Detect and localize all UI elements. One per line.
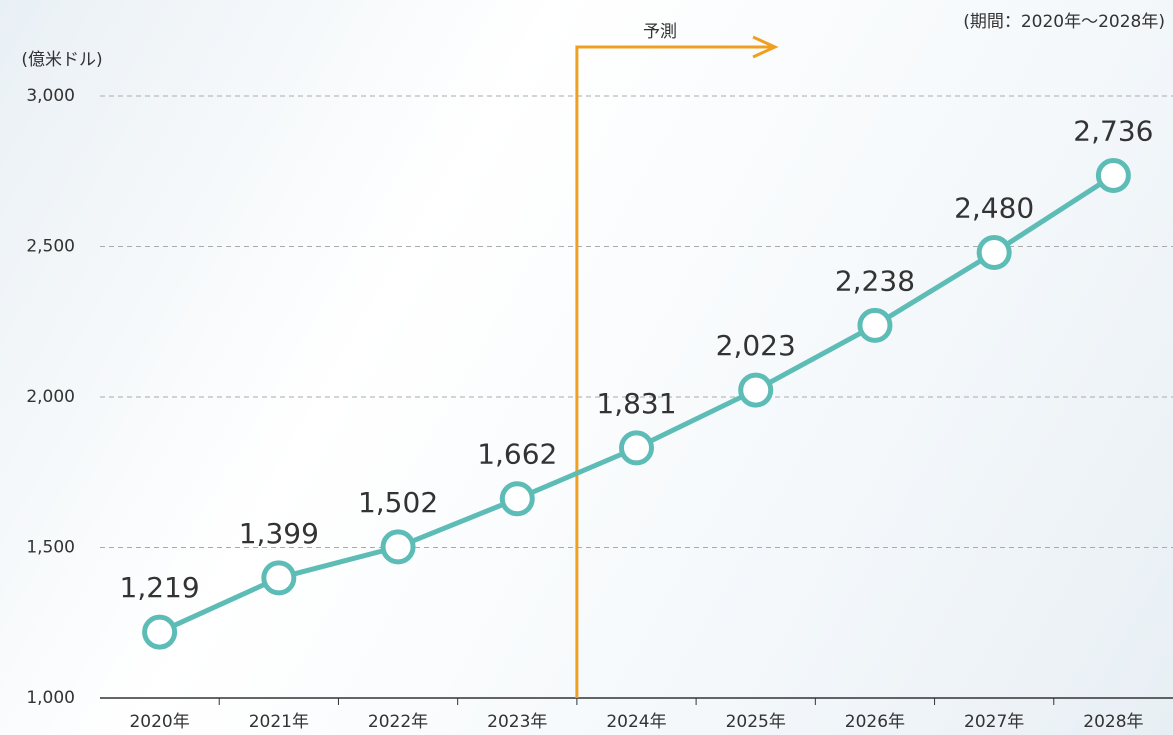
point: [499, 481, 535, 517]
point: [738, 372, 774, 408]
value-label: 1,399: [239, 517, 319, 550]
y-tick-label: 2,000: [26, 387, 75, 407]
forecast-label: 予測: [643, 22, 677, 42]
value-label: 2,480: [954, 192, 1034, 225]
x-tick-label: 2023年: [487, 712, 547, 732]
y-tick-label: 3,000: [26, 86, 75, 106]
value-label: 2,736: [1073, 114, 1153, 147]
point: [976, 235, 1012, 271]
y-tick-label: 1,500: [26, 538, 75, 558]
point: [142, 614, 178, 650]
y-tick-label: 1,000: [26, 688, 75, 708]
value-label: 1,502: [358, 486, 438, 519]
x-tick-label: 2022年: [368, 712, 428, 732]
value-label: 1,219: [120, 571, 200, 604]
y-tick-label: 2,500: [26, 237, 75, 257]
point: [1095, 157, 1131, 193]
x-tick-label: 2028年: [1083, 712, 1143, 732]
x-tick-label: 2024年: [606, 712, 666, 732]
x-tick-label: 2025年: [726, 712, 786, 732]
x-tick-label: 2026年: [845, 712, 905, 732]
x-tick-label: 2021年: [249, 712, 309, 732]
point: [857, 307, 893, 343]
point: [261, 560, 297, 596]
forecast-arrow: [575, 35, 779, 698]
point: [619, 430, 654, 466]
x-tick-label: 2020年: [129, 712, 189, 732]
period-note: (期間：2020年～2028年): [963, 12, 1165, 32]
value-label: 2,238: [835, 264, 915, 297]
value-label: 2,023: [716, 329, 796, 362]
value-label: 1,831: [596, 387, 676, 420]
point: [380, 529, 416, 565]
value-label: 1,662: [477, 438, 557, 471]
x-tick-label: 2027年: [964, 712, 1024, 732]
unit-label: (億米ドル): [21, 50, 102, 70]
